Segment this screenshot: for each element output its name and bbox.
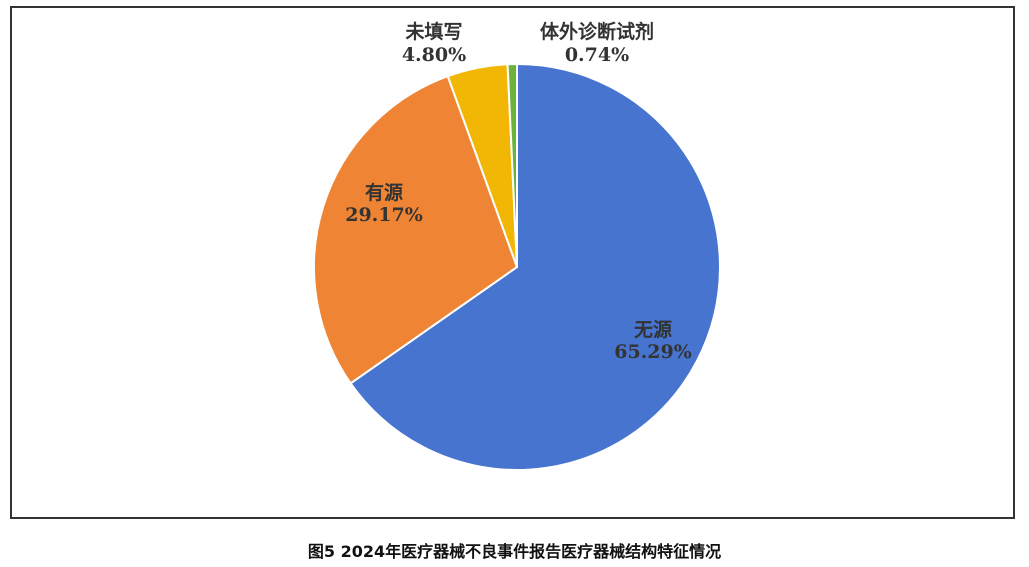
slice-label-1: 无源 xyxy=(634,318,672,341)
slice-value-label-1: 65.29% xyxy=(614,341,692,363)
slice-label-4: 体外诊断试剂 xyxy=(540,20,654,43)
pie-slice-4 xyxy=(506,62,518,268)
slice-label-2: 有源 xyxy=(365,181,403,204)
chart-frame: 无源 65.29% 有源 29.17% 未填写 4.80% 体外诊断试剂 0.74% xyxy=(10,6,1015,519)
figure-caption: 图5 2024年医疗器械不良事件报告医疗器械结构特征情况 xyxy=(307,542,722,561)
slice-value-label-2: 29.17% xyxy=(345,204,423,226)
slice-value-label-3: 4.80% xyxy=(402,44,466,66)
slice-label-3: 未填写 xyxy=(404,20,462,43)
slice-value-label-4: 0.74% xyxy=(565,44,629,66)
pie-slice-1 xyxy=(349,62,721,471)
pie-slice-2 xyxy=(313,74,519,385)
